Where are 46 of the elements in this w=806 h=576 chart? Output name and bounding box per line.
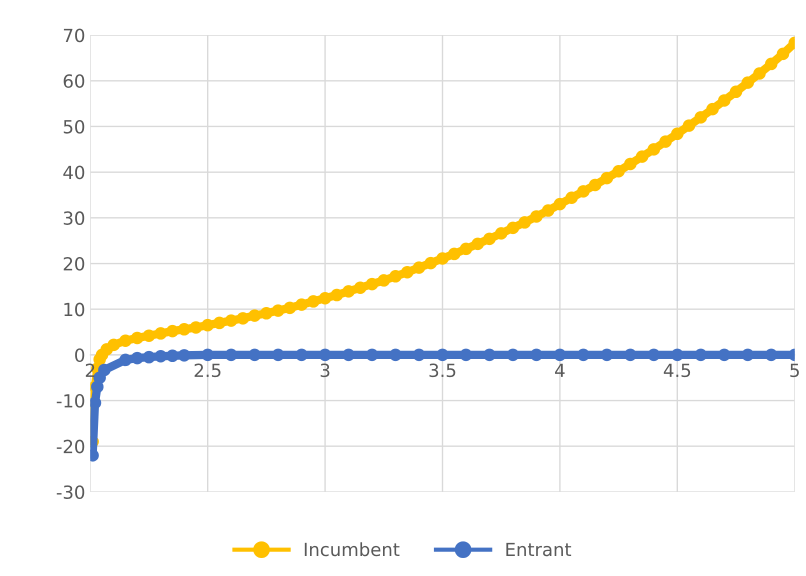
point: [600, 348, 614, 362]
point: [272, 348, 284, 362]
x-tick-label: 2.5: [194, 364, 220, 378]
point: [554, 348, 566, 362]
point: [342, 348, 355, 362]
point: [154, 350, 167, 362]
point: [412, 348, 426, 362]
point: [201, 348, 214, 362]
point: [166, 350, 179, 362]
point: [530, 348, 543, 362]
x-tick-label: 4: [555, 364, 565, 377]
point: [142, 350, 156, 364]
point: [483, 348, 496, 362]
point: [577, 348, 590, 362]
point: [178, 349, 190, 362]
point: [460, 348, 472, 362]
point: [624, 348, 637, 362]
y-tick-label: 30: [64, 211, 84, 225]
point: [506, 348, 520, 362]
y-tick-label: -10: [56, 394, 84, 408]
point: [389, 348, 402, 362]
point: [90, 396, 102, 410]
point: [436, 348, 449, 362]
y-tick-label: 0: [75, 348, 84, 362]
y-tick-label: 60: [64, 74, 84, 88]
y-tick-label: 70: [64, 28, 84, 42]
y-tick-label: 10: [64, 302, 84, 316]
point: [318, 348, 332, 362]
point: [366, 348, 378, 362]
legend-label: Incumbent: [304, 542, 400, 556]
point: [119, 354, 132, 366]
x-tick-label: 3: [320, 364, 330, 378]
point: [248, 348, 261, 362]
x-tick-label: 4.5: [664, 364, 690, 378]
point: [224, 348, 238, 362]
y-tick-label: -30: [56, 485, 84, 500]
y-tick-label: 50: [64, 120, 84, 134]
point: [98, 364, 111, 376]
x-tick-label: 5: [790, 364, 799, 378]
point: [295, 348, 308, 362]
legend-label: Entrant: [506, 542, 572, 556]
y-tick-label: 20: [64, 256, 84, 271]
x-tick-label: 3.5: [430, 364, 456, 378]
point: [130, 352, 144, 364]
y-tick-label: 40: [63, 166, 84, 180]
y-tick-label: -20: [56, 440, 84, 454]
